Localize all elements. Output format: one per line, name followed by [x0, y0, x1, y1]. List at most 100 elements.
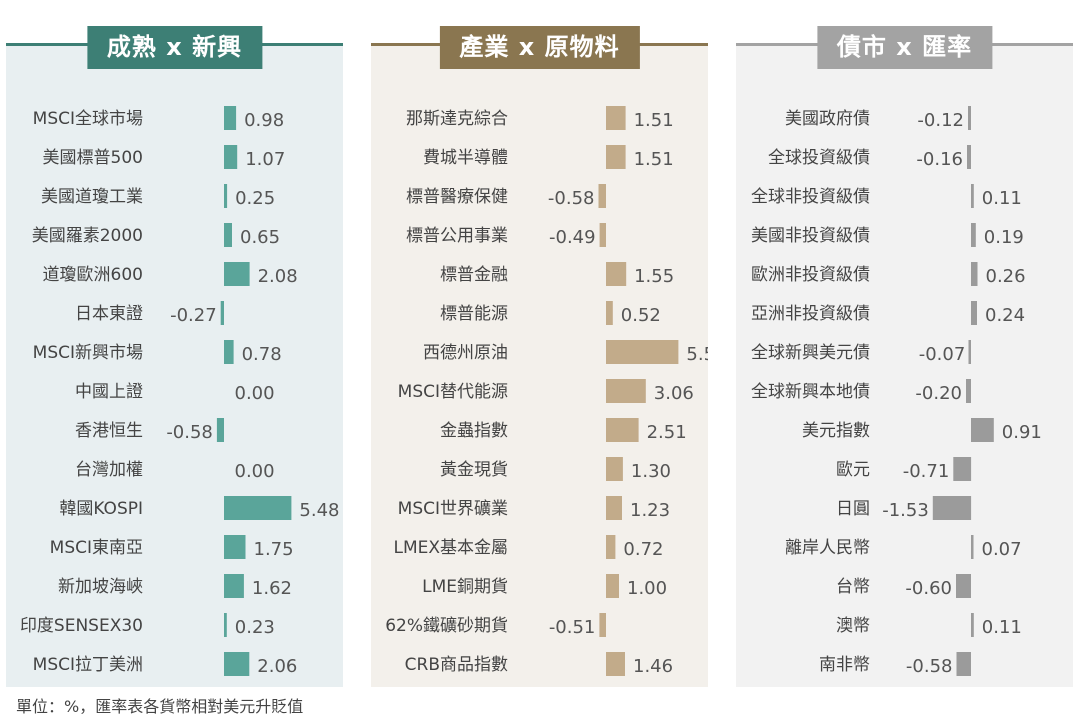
bar — [971, 223, 976, 247]
bar — [971, 418, 994, 442]
category-label: MSCI新興市場 — [33, 343, 143, 363]
value-label: -1.53 — [882, 500, 929, 521]
bar — [224, 613, 227, 637]
bar — [224, 574, 244, 598]
value-label: -0.49 — [549, 227, 596, 248]
category-label: MSCI替代能源 — [398, 382, 508, 402]
category-label: 中國上證 — [75, 382, 143, 402]
bar — [224, 145, 238, 169]
panel-title: 債市 x 匯率 — [816, 26, 993, 69]
panel-mature-emerging: 成熟 x 新興 MSCI全球市場 0.98 美國標普500 1.07 美國道瓊工業 0.2… — [6, 0, 343, 690]
bar — [966, 379, 971, 403]
bar — [224, 223, 232, 247]
value-label: -0.58 — [906, 656, 953, 677]
bar — [224, 496, 292, 520]
bar — [971, 262, 978, 286]
category-label: 62%鐵礦砂期貨 — [385, 616, 508, 636]
bar — [216, 418, 224, 442]
category-label: CRB商品指數 — [405, 655, 508, 675]
bar — [599, 613, 606, 637]
bar — [971, 184, 974, 208]
category-label: 歐元 — [836, 460, 870, 480]
category-label: 西德州原油 — [423, 343, 508, 363]
value-label: -0.16 — [916, 149, 963, 170]
category-label: 黃金現貨 — [440, 460, 508, 480]
bar — [599, 223, 606, 247]
bar — [224, 184, 228, 208]
bar — [932, 496, 972, 520]
value-label: 1.75 — [254, 539, 294, 560]
bar — [968, 106, 971, 130]
category-label: 台幣 — [836, 577, 870, 597]
value-label: 0.11 — [982, 617, 1022, 638]
value-label: 0.26 — [986, 266, 1026, 287]
bar — [606, 535, 616, 559]
category-label: 全球非投資級債 — [751, 187, 870, 207]
bar — [224, 106, 237, 130]
value-label: -0.27 — [170, 305, 217, 326]
panel-bonds-fx: 債市 x 匯率 美國政府債 -0.12 全球投資級債 -0.16 全球非投資級債 0.11… — [736, 0, 1073, 690]
category-label: 印度SENSEX30 — [20, 616, 143, 636]
bar-chart-bonds-fx: 美國政府債 -0.12 全球投資級債 -0.16 全球非投資級債 0.11 美國非投資級債 0… — [751, 106, 1042, 677]
bar — [606, 457, 623, 481]
panel-background — [6, 45, 343, 687]
bar — [606, 496, 622, 520]
bar — [606, 379, 646, 403]
category-label: 澳幣 — [836, 616, 870, 636]
category-label: MSCI拉丁美洲 — [33, 655, 143, 675]
value-label: 0.00 — [235, 383, 275, 404]
value-label: 2.06 — [257, 656, 297, 677]
panel-title: 成熟 x 新興 — [86, 26, 263, 69]
value-label: 0.91 — [1002, 422, 1042, 443]
value-label: 1.07 — [245, 149, 285, 170]
category-label: 全球新興美元債 — [751, 343, 870, 363]
category-label: 美國非投資級債 — [751, 226, 870, 246]
panel-background — [371, 45, 708, 687]
category-label: 香港恒生 — [75, 421, 143, 441]
value-label: -0.20 — [915, 383, 962, 404]
value-label: 0.23 — [235, 617, 275, 638]
value-label: -0.71 — [903, 461, 950, 482]
bar — [971, 301, 977, 325]
bar — [224, 340, 234, 364]
value-label: 1.55 — [634, 266, 674, 287]
category-label: 金蟲指數 — [440, 421, 508, 441]
category-label: 美國道瓊工業 — [41, 187, 143, 207]
category-label: 標普能源 — [440, 304, 508, 324]
value-label: 0.07 — [982, 539, 1022, 560]
bar — [220, 301, 224, 325]
panel-background — [736, 45, 1073, 687]
value-label: -0.07 — [919, 344, 966, 365]
category-label: 亞洲非投資級債 — [751, 304, 870, 324]
value-label: 1.23 — [630, 500, 670, 521]
value-label: -0.58 — [548, 188, 595, 209]
bar — [606, 340, 679, 364]
category-label: 台灣加權 — [75, 460, 143, 480]
bar — [956, 652, 971, 676]
category-label: 美國政府債 — [785, 109, 870, 129]
value-label: 2.51 — [647, 422, 687, 443]
bar — [968, 340, 971, 364]
value-label: -0.51 — [549, 617, 596, 638]
category-label: 南非幣 — [819, 655, 870, 675]
bar — [606, 262, 627, 286]
value-label: -0.12 — [917, 110, 964, 131]
bar — [606, 418, 639, 442]
category-label: 全球新興本地債 — [751, 382, 870, 402]
value-label: 0.65 — [240, 227, 280, 248]
category-label: 費城半導體 — [423, 148, 508, 168]
bar — [606, 652, 625, 676]
category-label: 韓國KOSPI — [59, 499, 143, 519]
bar — [606, 574, 619, 598]
bar — [224, 262, 250, 286]
value-label: 0.72 — [623, 539, 663, 560]
bar — [956, 574, 971, 598]
category-label: 日本東證 — [75, 304, 143, 324]
category-label: 離岸人民幣 — [785, 538, 870, 558]
value-label: -0.60 — [905, 578, 952, 599]
bar — [598, 184, 606, 208]
category-label: MSCI全球市場 — [33, 109, 143, 129]
value-label: 1.46 — [633, 656, 673, 677]
value-label: 0.52 — [621, 305, 661, 326]
bar — [953, 457, 972, 481]
